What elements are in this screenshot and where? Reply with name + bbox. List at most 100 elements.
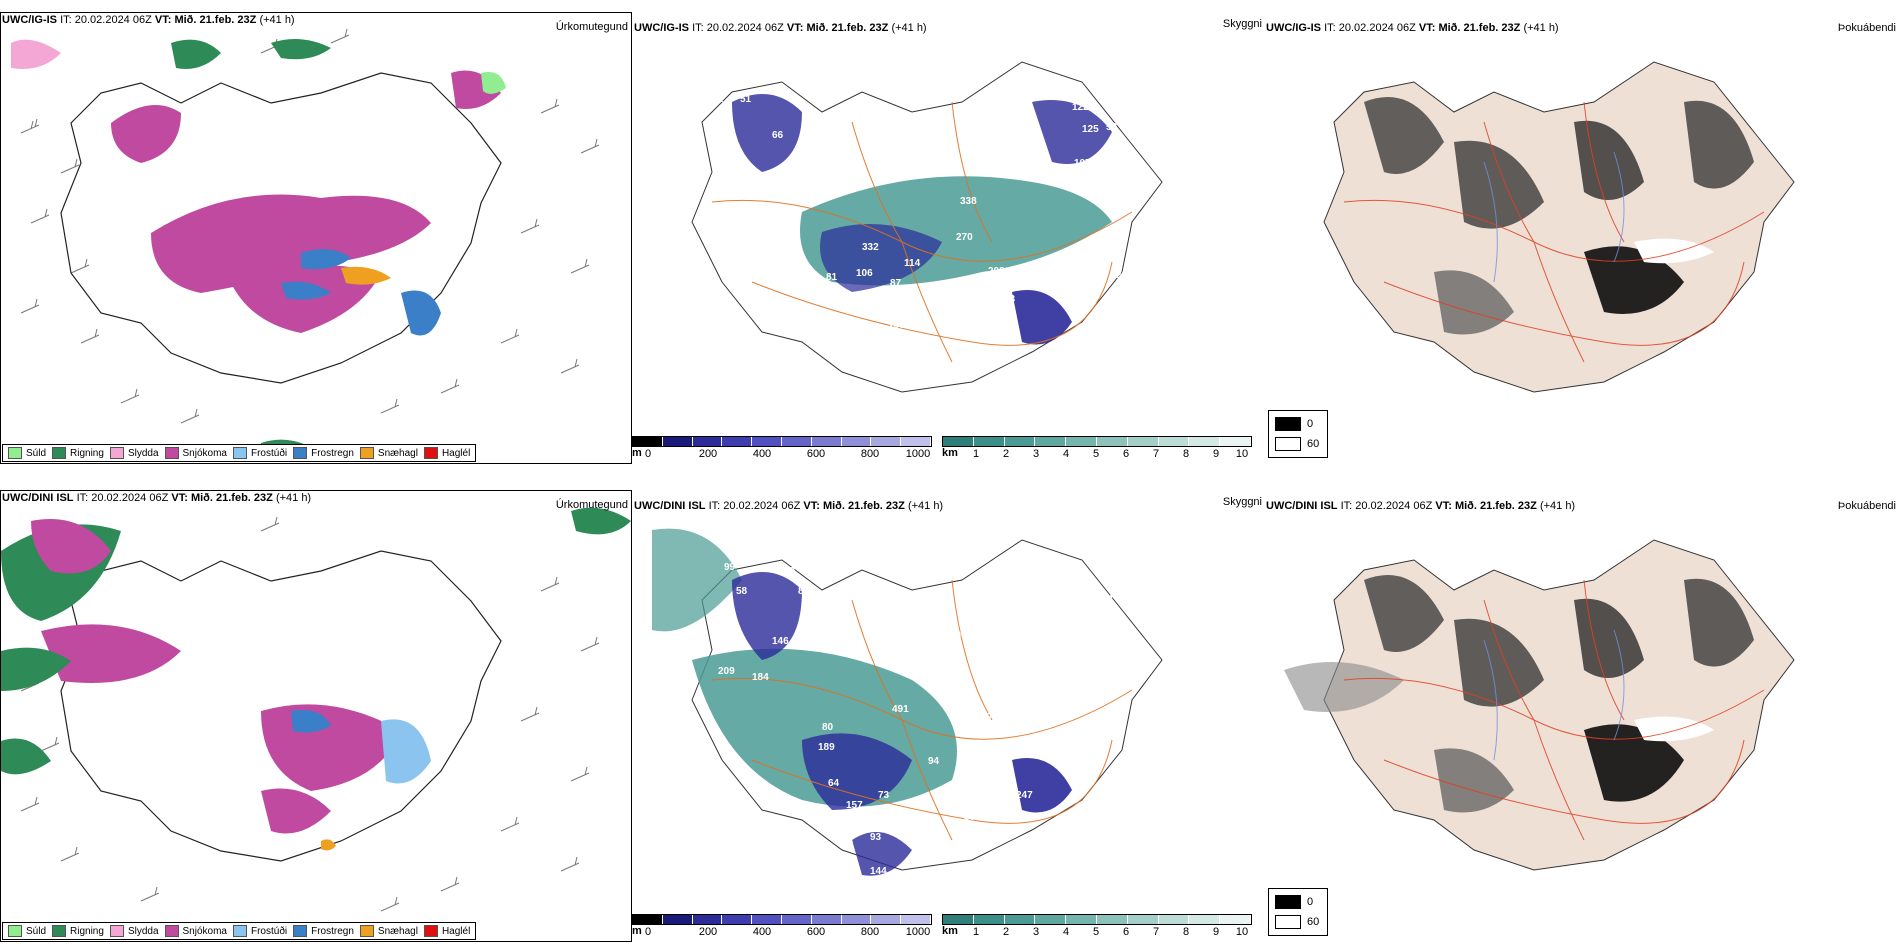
fog-legend-low: 60 <box>1275 437 1319 451</box>
ceiling-value: 208 <box>988 266 1005 277</box>
ceiling-colorbar-boxes <box>632 914 932 925</box>
legend-item: Snjókoma <box>164 447 227 459</box>
legend-item: Slydda <box>109 447 159 459</box>
ceiling-value: 83 <box>798 586 810 597</box>
ceiling-values-bottom: 106 99 73 83 58 73 184 209 146 266 80 18… <box>702 540 1182 931</box>
visibility-colorbar-ticks: 1 2 3 4 5 6 7 8 9 10 <box>942 447 1252 461</box>
colorbar-tick: 800 <box>860 448 880 460</box>
ceiling-value: 81 <box>826 272 838 283</box>
colorbar-tick: 6 <box>1122 926 1130 938</box>
panel-title: UWC/DINI ISL IT: 20.02.2024 06Z VT: Mið.… <box>1266 500 1576 512</box>
precip-type-map-bottom <box>0 490 632 942</box>
ceiling-value: 99 <box>724 562 736 573</box>
legend-swatch <box>109 447 124 459</box>
ceiling-value: 80 <box>822 722 834 733</box>
panel-subtitle: Úrkomutegund <box>555 499 628 511</box>
panel-title: UWC/DINI ISL IT: 20.02.2024 06Z VT: Mið.… <box>634 500 944 512</box>
ceiling-value: 583 <box>972 796 989 807</box>
colorbar-tick: 7 <box>1152 448 1160 460</box>
ceiling-value: 421 <box>916 820 933 831</box>
colorbar-tick: 0 <box>644 448 652 460</box>
legend-item: Rigning <box>52 447 104 459</box>
ceiling-value: 332 <box>862 242 879 253</box>
legend-swatch <box>359 447 374 459</box>
colorbar-tick: 7 <box>1152 926 1160 938</box>
precip-type-panel-top: UWC/IG-IS IT: 20.02.2024 06Z VT: Mið. 21… <box>0 12 632 464</box>
visibility-unit: km <box>942 925 958 937</box>
ceiling-value: 43 <box>1068 344 1080 355</box>
visibility-unit: km <box>942 447 958 459</box>
legend-item: Frostregn <box>293 447 354 459</box>
colorbar-tick: 5 <box>1092 448 1100 460</box>
ceiling-value: 66 <box>772 130 784 141</box>
colorbar-tick: 10 <box>1235 448 1249 460</box>
legend-item: Frostregn <box>293 925 354 937</box>
visibility-colorbar-boxes <box>942 914 1252 925</box>
ceiling-value: 491 <box>892 704 909 715</box>
colorbar-tick: 1 <box>972 448 980 460</box>
colorbar-tick: 8 <box>1182 926 1190 938</box>
ceiling-value: 338 <box>960 196 977 207</box>
panel-subtitle: Þokuábendi <box>1837 500 1896 512</box>
legend-swatch <box>109 925 124 937</box>
fog-legend-high: 0 <box>1275 895 1313 909</box>
panel-subtitle: Skyggni <box>1222 496 1262 508</box>
legend-swatch <box>8 925 22 937</box>
ceiling-value: 204 <box>950 630 967 641</box>
ceiling-value: 73 <box>878 790 890 801</box>
ceiling-value: 101 <box>756 192 773 203</box>
ceiling-value: 93 <box>1004 294 1016 305</box>
ceiling-unit: m <box>632 925 642 937</box>
ceiling-value: 50 <box>892 920 904 931</box>
precip-legend: Súld Rigning Slydda Snjókoma Frostúði Fr… <box>2 922 477 940</box>
legend-swatch <box>293 447 308 459</box>
ceiling-value: 247 <box>1016 790 1033 801</box>
ceiling-value: 266 <box>808 642 825 653</box>
visibility-colorbar-top: 1 2 3 4 5 6 7 8 9 10 km <box>942 436 1252 464</box>
ceiling-value: 93 <box>870 832 882 843</box>
legend-item: Súld <box>8 925 46 937</box>
ceiling-value: 144 <box>870 866 887 877</box>
ceiling-value: 146 <box>772 636 789 647</box>
colorbar-tick: 400 <box>752 926 772 938</box>
panel-title: UWC/IG-IS IT: 20.02.2024 06Z VT: Mið. 21… <box>2 14 295 26</box>
ceiling-value: 189 <box>818 742 835 753</box>
colorbar-tick: 800 <box>860 926 880 938</box>
ceiling-value: 129 <box>852 324 869 335</box>
ceiling-value: 95 <box>722 72 734 83</box>
ceiling-colorbar-bottom: 0 200 400 600 800 1000 m <box>632 914 932 942</box>
legend-item: Snæhagl <box>359 447 418 459</box>
ceiling-map-svg-top <box>691 61 1163 393</box>
ceiling-value: 770 <box>982 712 999 723</box>
ceiling-value: 120 <box>788 266 805 277</box>
ceiling-value: 306 <box>980 282 997 293</box>
ceiling-value: 106 <box>752 540 769 551</box>
colorbar-tick: 8 <box>1182 448 1190 460</box>
visibility-colorbar-boxes <box>942 436 1252 447</box>
colorbar-tick: 600 <box>806 448 826 460</box>
ceiling-value: 156 <box>888 320 905 331</box>
legend-item: Snæhagl <box>359 925 418 937</box>
fog-map-svg-bottom <box>1284 539 1795 871</box>
legend-item: Slydda <box>109 925 159 937</box>
ceiling-value: 157 <box>846 800 863 811</box>
legend-item: Súld <box>8 447 46 459</box>
legend-item: Frostúði <box>232 925 287 937</box>
ceiling-value: 94 <box>928 756 940 767</box>
iceland-outline <box>60 72 502 384</box>
colorbar-tick: 1000 <box>905 926 931 938</box>
legend-item: Frostúði <box>232 447 287 459</box>
legend-item: Snjókoma <box>164 925 227 937</box>
ceiling-value: 118 <box>1038 830 1055 841</box>
ceiling-value: 98 <box>842 836 854 847</box>
ceiling-value: 184 <box>752 672 769 683</box>
fog-legend-top: 0 60 <box>1268 410 1328 458</box>
legend-swatch <box>164 925 179 937</box>
colorbar-tick: 400 <box>752 448 772 460</box>
ceiling-values-top: 95 71 51 66 73 82 101 256 332 120 81 106… <box>712 72 1202 403</box>
fog-panel-bottom: UWC/DINI ISL IT: 20.02.2024 06Z VT: Mið.… <box>1264 490 1900 942</box>
colorbar-tick: 200 <box>698 926 718 938</box>
ceiling-value: 64 <box>828 778 840 789</box>
ceiling-value: 73 <box>732 150 744 161</box>
precip-legend: Súld Rigning Slydda Snjókoma Frostúði Fr… <box>2 444 477 462</box>
